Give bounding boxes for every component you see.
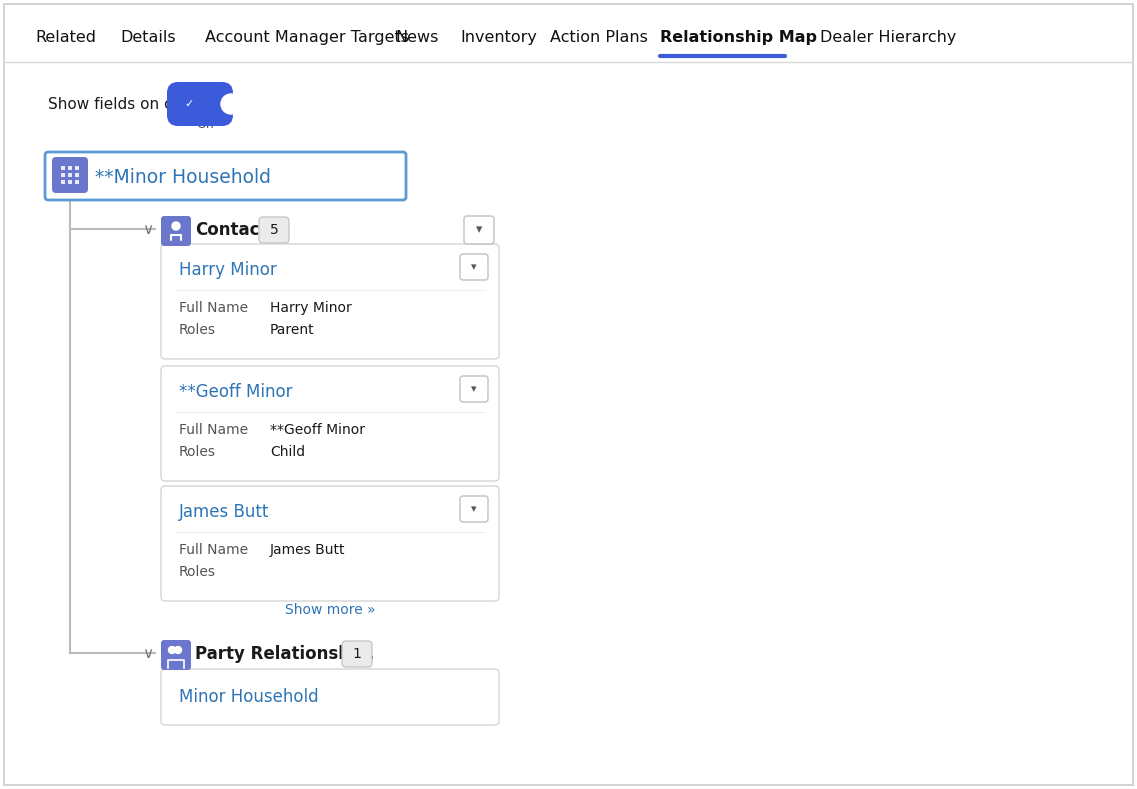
FancyBboxPatch shape — [61, 166, 65, 170]
FancyBboxPatch shape — [68, 166, 72, 170]
Text: Harry Minor: Harry Minor — [269, 301, 351, 315]
Text: ▾: ▾ — [471, 262, 476, 272]
Text: **Minor Household: **Minor Household — [96, 167, 271, 186]
FancyBboxPatch shape — [161, 244, 499, 359]
Text: ✓: ✓ — [184, 99, 193, 109]
FancyBboxPatch shape — [68, 173, 72, 177]
Text: ▾: ▾ — [476, 223, 482, 237]
Text: Related: Related — [35, 29, 96, 44]
Circle shape — [174, 646, 182, 653]
FancyBboxPatch shape — [68, 180, 72, 184]
Circle shape — [180, 95, 198, 113]
FancyBboxPatch shape — [161, 640, 191, 670]
FancyBboxPatch shape — [460, 376, 488, 402]
Circle shape — [168, 646, 175, 653]
Text: 1: 1 — [352, 647, 362, 661]
Text: **Geoff Minor: **Geoff Minor — [269, 423, 365, 437]
Text: James Butt: James Butt — [179, 503, 269, 521]
FancyBboxPatch shape — [75, 166, 78, 170]
FancyBboxPatch shape — [342, 641, 372, 667]
Text: On: On — [197, 118, 215, 130]
FancyBboxPatch shape — [161, 669, 499, 725]
FancyBboxPatch shape — [259, 217, 289, 243]
FancyBboxPatch shape — [75, 173, 78, 177]
Circle shape — [221, 94, 241, 114]
FancyBboxPatch shape — [167, 82, 233, 126]
Text: Party Relationshi...: Party Relationshi... — [196, 645, 375, 663]
Text: Show more »: Show more » — [284, 603, 375, 617]
Text: Action Plans: Action Plans — [550, 29, 648, 44]
FancyBboxPatch shape — [464, 216, 493, 244]
FancyBboxPatch shape — [45, 152, 406, 200]
Text: Show fields on cards: Show fields on cards — [48, 96, 206, 111]
Text: Harry Minor: Harry Minor — [179, 261, 276, 279]
Text: ∨: ∨ — [142, 222, 153, 237]
Text: Child: Child — [269, 445, 305, 459]
Text: Account Manager Targets: Account Manager Targets — [205, 29, 409, 44]
FancyBboxPatch shape — [161, 486, 499, 601]
Text: Inventory: Inventory — [460, 29, 537, 44]
Text: Roles: Roles — [179, 323, 216, 337]
Text: ∨: ∨ — [142, 645, 153, 660]
Text: ▾: ▾ — [471, 504, 476, 514]
Circle shape — [172, 222, 180, 230]
FancyBboxPatch shape — [61, 180, 65, 184]
Text: 5: 5 — [269, 223, 279, 237]
Text: Contacts: Contacts — [196, 221, 277, 239]
FancyBboxPatch shape — [161, 216, 191, 246]
FancyBboxPatch shape — [5, 4, 1132, 785]
FancyBboxPatch shape — [75, 180, 78, 184]
FancyBboxPatch shape — [52, 157, 88, 193]
Text: ▾: ▾ — [471, 384, 476, 394]
Text: Parent: Parent — [269, 323, 315, 337]
Text: Dealer Hierarchy: Dealer Hierarchy — [820, 29, 956, 44]
Text: News: News — [395, 29, 439, 44]
FancyBboxPatch shape — [61, 173, 65, 177]
Text: Full Name: Full Name — [179, 543, 248, 557]
Text: Full Name: Full Name — [179, 423, 248, 437]
Text: Minor Household: Minor Household — [179, 688, 318, 706]
Text: Full Name: Full Name — [179, 301, 248, 315]
Text: James Butt: James Butt — [269, 543, 346, 557]
FancyBboxPatch shape — [460, 254, 488, 280]
Text: Roles: Roles — [179, 445, 216, 459]
Text: Relationship Map: Relationship Map — [659, 29, 818, 44]
FancyBboxPatch shape — [161, 366, 499, 481]
Text: **Geoff Minor: **Geoff Minor — [179, 383, 292, 401]
Text: Details: Details — [121, 29, 175, 44]
Text: Roles: Roles — [179, 565, 216, 579]
FancyBboxPatch shape — [460, 496, 488, 522]
